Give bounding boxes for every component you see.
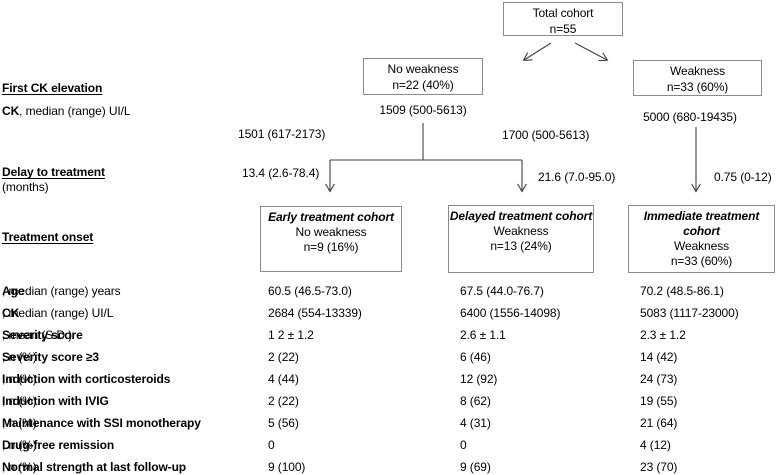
immediate-treatment-cohort-box: Immediate treatment cohort Weakness n=33… [628,205,775,273]
table-row-age: Age, median (range) years 60.5 (46.5-73.… [0,284,778,300]
cell-early: 2 (22) [268,350,299,364]
first-ck-elevation-label: First CK elevation [2,81,103,95]
cell-early: 9 (100) [268,460,306,474]
row-label-bold: Age [2,284,25,298]
treatment-onset-label: Treatment onset [2,230,94,244]
cell-immediate: 19 (55) [640,394,678,408]
immediate-cohort-n: n=33 (60%) [670,254,733,268]
total-cohort-box: Total cohort n=55 [503,2,623,36]
cell-delayed: 2.6 ± 1.1 [460,328,506,342]
row-label-rest: , n (%) [2,460,37,474]
no-weakness-n: n=22 (40%) [392,78,454,92]
early-cohort-title: Early treatment cohort [268,210,394,224]
row-label-bold: CK [2,306,20,320]
table-row-induction-corticosteroids: Induction with corticosteroids, n (%) 4 … [0,372,778,388]
immediate-cohort-subtitle: Weakness [673,239,729,253]
cell-delayed: 6 (46) [460,350,491,364]
early-cohort-n: n=9 (16%) [303,240,359,254]
row-label-bold: Induction with corticosteroids [2,372,171,386]
row-label-bold: Severity score [2,328,83,342]
delay-to-treatment-label: Delay to treatment [2,165,105,179]
cell-delayed: 67.5 (44.0-76.7) [460,284,544,298]
weakness-label: Weakness [669,64,725,78]
table-row-normal-strength: Normal strength at last follow-up, n (%)… [0,460,778,475]
cell-immediate: 23 (70) [640,460,678,474]
row-label-rest: , median (range) years [2,284,121,298]
ck-value-early: 1501 (617-2173) [238,127,326,141]
cell-immediate: 21 (64) [640,416,678,430]
delayed-cohort-title: Delayed treatment cohort [449,209,593,223]
cell-early: 1 2 ± 1.2 [268,328,314,342]
row-label-rest: , n (%) [2,416,37,430]
row-label-rest: , n (%) [2,438,37,452]
cell-early: 2684 (554-13339) [268,306,362,320]
arrow-total-to-weakness [574,42,609,62]
total-cohort-label: Total cohort [532,6,594,20]
cell-immediate: 4 (12) [640,438,671,452]
cell-early: 2 (22) [268,394,299,408]
no-weakness-label: No weakness [387,62,459,76]
delayed-cohort-subtitle: Weakness [493,224,549,238]
weakness-box: Weakness n=33 (60%) [633,60,762,96]
cell-immediate: 5083 (1117-23000) [640,306,739,320]
cell-delayed: 6400 (1556-14098) [460,306,561,320]
table-row-ck: CK, median (range) UI/L 2684 (554-13339)… [0,306,778,322]
table-row-severity-ge3: Severity score ≥3, n (%) 2 (22) 6 (46) 1… [0,350,778,366]
row-label-bold: Drug-free remission [2,438,115,452]
cell-immediate: 14 (42) [640,350,678,364]
delay-value-delayed: 21.6 (7.0-95.0) [538,170,616,184]
cell-early: 0 [268,438,275,452]
row-label-bold: Severity score ≥3 [2,350,99,364]
cell-delayed: 12 (92) [460,372,498,386]
table-row-induction-ivig: Induction with IVIG, n (%) 2 (22) 8 (62)… [0,394,778,410]
ck-median-label-rest: , median (range) UI/L [19,104,131,118]
table-row-drug-free-remission: Drug-free remission, n (%) 0 0 4 (12) [0,438,778,454]
delay-unit-label: (months) [2,180,49,194]
cell-immediate: 24 (73) [640,372,678,386]
cell-delayed: 8 (62) [460,394,491,408]
early-cohort-subtitle: No weakness [295,225,367,239]
row-label-rest: , mean (S.D.) [2,328,73,342]
cell-immediate: 70.2 (48.5-86.1) [640,284,724,298]
row-label-rest: , median (range) UI/L [2,306,114,320]
table-row-maintenance-ssi: Maintenance with SSI monotherapy, n (%) … [0,416,778,432]
arrow-total-to-noweakness [522,42,552,61]
cell-immediate: 2.3 ± 1.2 [640,328,686,342]
row-label-bold: Maintenance with SSI monotherapy [2,416,201,430]
cell-delayed: 4 (31) [460,416,491,430]
row-label-bold: Normal strength at last follow-up [2,460,187,474]
ck-median-label-bold: CK [2,104,20,118]
cell-delayed: 9 (69) [460,460,491,474]
cell-delayed: 0 [460,438,467,452]
row-label-rest: , n (%) [2,350,37,364]
cell-early: 60.5 (46.5-73.0) [268,284,352,298]
weakness-n: n=33 (60%) [666,80,729,94]
delay-value-early: 13.4 (2.6-78.4) [242,166,320,180]
ck-value-weakness: 5000 (680-19435) [643,110,737,124]
early-treatment-cohort-box: Early treatment cohort No weakness n=9 (… [260,206,402,272]
ck-value-no-weakness: 1509 (500-5613) [379,103,467,117]
table-row-severity-mean: Severity score, mean (S.D.) 1 2 ± 1.2 2.… [0,328,778,344]
cell-early: 4 (44) [268,372,299,386]
row-label-rest: , n (%) [2,394,37,408]
row-label-bold: Induction with IVIG [2,394,109,408]
ck-value-delayed: 1700 (500-5613) [502,128,590,142]
total-cohort-n: n=55 [549,22,577,36]
ck-median-label: CK, median (range) UI/L [2,104,131,118]
no-weakness-box: No weakness n=22 (40%) [363,58,483,95]
row-label-rest: , n (%) [2,372,37,386]
delayed-treatment-cohort-box: Delayed treatment cohort Weakness n=13 (… [448,205,594,273]
delayed-cohort-n: n=13 (24%) [490,239,552,253]
immediate-cohort-title: Immediate treatment cohort [643,209,760,238]
cell-early: 5 (56) [268,416,299,430]
delay-value-immediate: 0.75 (0-12) [714,170,772,184]
